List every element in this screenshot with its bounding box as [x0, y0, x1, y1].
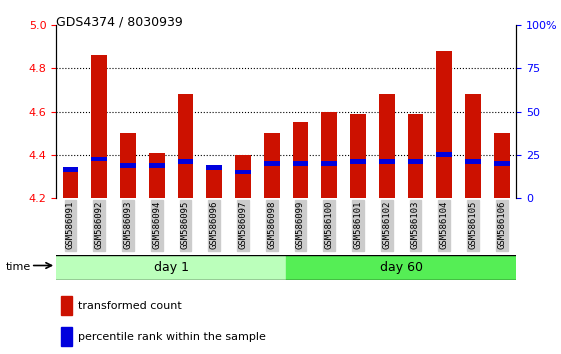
Text: day 60: day 60 [380, 261, 422, 274]
Bar [206, 168, 222, 198]
Bar [494, 133, 509, 198]
Text: GSM586096: GSM586096 [210, 201, 219, 249]
Bar [178, 94, 194, 198]
Text: GSM586098: GSM586098 [267, 201, 276, 249]
Text: percentile rank within the sample: percentile rank within the sample [78, 331, 266, 342]
Bar [149, 153, 164, 198]
Bar [264, 161, 279, 166]
Text: GSM586099: GSM586099 [296, 201, 305, 249]
Bar [293, 122, 309, 198]
Bar [321, 161, 337, 166]
Text: time: time [6, 262, 31, 272]
Bar [350, 114, 366, 198]
Bar [321, 112, 337, 198]
Text: GSM586097: GSM586097 [238, 201, 247, 249]
Bar [465, 94, 481, 198]
Text: GSM586106: GSM586106 [497, 201, 506, 249]
Bar [178, 159, 194, 164]
Text: GSM586104: GSM586104 [440, 201, 449, 249]
Bar [56, 255, 286, 280]
Bar [149, 163, 164, 168]
Bar [235, 155, 251, 198]
Text: day 1: day 1 [154, 261, 188, 274]
Bar [120, 163, 136, 168]
Text: GSM586100: GSM586100 [325, 201, 334, 249]
Bar [379, 159, 394, 164]
Text: GDS4374 / 8030939: GDS4374 / 8030939 [56, 16, 183, 29]
Text: GSM586102: GSM586102 [382, 201, 391, 249]
Bar [408, 114, 424, 198]
Bar [494, 161, 509, 166]
Bar [286, 255, 516, 280]
Bar [379, 94, 394, 198]
Text: GSM586105: GSM586105 [468, 201, 477, 249]
Bar [63, 170, 79, 198]
Bar [91, 156, 107, 161]
Bar [465, 159, 481, 164]
Text: GSM586092: GSM586092 [95, 201, 104, 249]
Bar [206, 165, 222, 170]
Text: GSM586094: GSM586094 [152, 201, 161, 249]
Bar [293, 161, 309, 166]
Bar [61, 327, 72, 346]
Bar [264, 133, 279, 198]
Bar [408, 159, 424, 164]
Text: GSM586093: GSM586093 [123, 201, 132, 249]
Text: GSM586101: GSM586101 [353, 201, 362, 249]
Text: transformed count: transformed count [78, 301, 182, 310]
Bar [120, 133, 136, 198]
Bar [61, 296, 72, 315]
Text: GSM586095: GSM586095 [181, 201, 190, 249]
Bar [350, 159, 366, 164]
Bar [436, 152, 452, 157]
Text: GSM586103: GSM586103 [411, 201, 420, 249]
Text: GSM586091: GSM586091 [66, 201, 75, 249]
Bar [235, 170, 251, 175]
Bar [63, 167, 79, 172]
Bar [436, 51, 452, 198]
Bar [91, 55, 107, 198]
